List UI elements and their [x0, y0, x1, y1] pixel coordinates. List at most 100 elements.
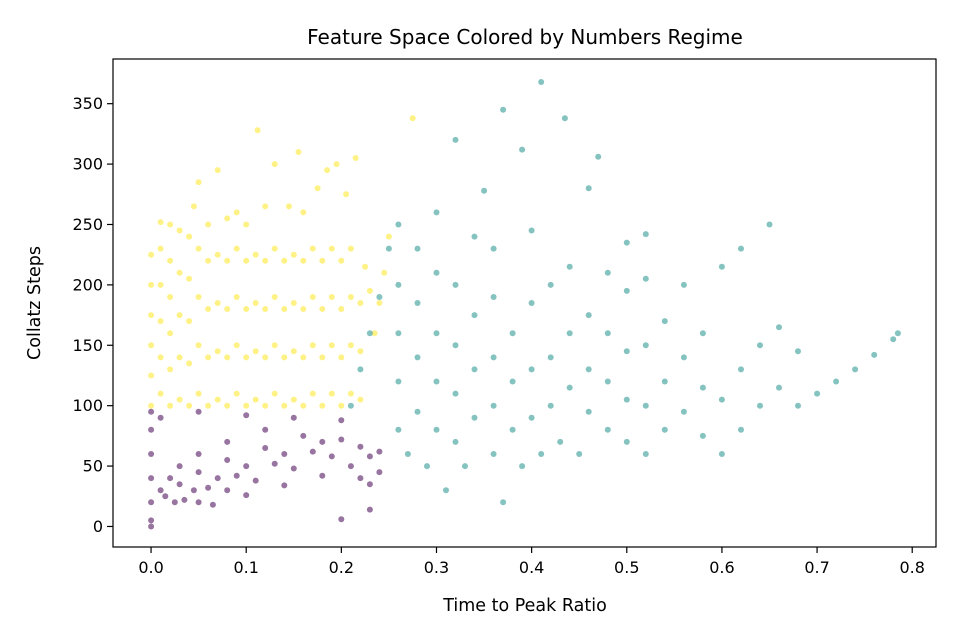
data-point: [347, 390, 354, 397]
data-point: [243, 412, 250, 419]
x-tick-label: 0.3: [424, 558, 449, 577]
data-point: [757, 402, 763, 409]
data-point: [176, 312, 183, 319]
data-point: [214, 167, 221, 174]
data-point: [157, 414, 164, 421]
data-point: [314, 185, 321, 192]
data-point: [224, 354, 231, 361]
data-point: [214, 396, 221, 403]
data-point: [547, 402, 554, 409]
data-point: [585, 408, 592, 415]
data-point: [148, 342, 155, 349]
data-point: [214, 348, 221, 355]
data-point: [295, 149, 302, 155]
data-point: [471, 366, 478, 373]
data-point: [433, 426, 440, 433]
data-point: [395, 426, 402, 433]
data-point: [148, 408, 155, 415]
data-point: [290, 414, 297, 421]
data-point: [347, 342, 354, 349]
data-point: [205, 306, 212, 312]
data-point: [642, 402, 649, 409]
data-point: [395, 221, 402, 228]
data-point: [604, 269, 611, 276]
data-point: [162, 493, 169, 500]
data-point: [224, 257, 231, 264]
data-point: [366, 287, 373, 294]
y-tick-label: 100: [72, 396, 103, 415]
data-point: [557, 438, 564, 445]
data-point: [148, 475, 155, 482]
data-point: [309, 342, 316, 349]
data-point: [243, 402, 250, 409]
data-point: [167, 221, 174, 228]
data-point: [528, 227, 535, 234]
y-tick-label: 0: [93, 517, 103, 536]
data-point: [271, 460, 278, 467]
data-point: [157, 318, 164, 325]
data-point: [167, 475, 174, 482]
data-point: [157, 354, 164, 361]
data-point: [233, 390, 240, 397]
x-axis-label: Time to Peak Ratio: [442, 596, 607, 616]
data-point: [409, 115, 416, 122]
data-point: [290, 300, 297, 306]
x-tick-label: 0.6: [709, 558, 734, 577]
data-point: [224, 438, 231, 445]
data-point: [243, 306, 250, 312]
data-point: [319, 354, 326, 361]
data-point: [699, 330, 706, 337]
data-point: [328, 245, 335, 252]
data-point: [604, 330, 611, 337]
data-point: [471, 312, 478, 319]
data-point: [585, 366, 592, 373]
data-point: [224, 402, 231, 409]
data-point: [148, 426, 155, 433]
data-point: [347, 463, 354, 470]
data-point: [757, 342, 763, 349]
data-point: [357, 300, 364, 306]
data-point: [148, 499, 155, 506]
x-axis: 0.0 0.1 0.2 0.3 0.4 0.5 0.6 0.7 0.8: [138, 547, 925, 577]
data-point: [528, 300, 535, 306]
data-point: [290, 251, 297, 258]
data-point: [481, 187, 488, 194]
data-point: [509, 378, 516, 385]
data-point: [148, 451, 155, 457]
data-point: [176, 481, 183, 488]
data-point: [395, 330, 402, 337]
data-point: [319, 402, 326, 409]
data-point: [414, 245, 421, 252]
data-point: [338, 402, 345, 409]
data-point: [243, 221, 250, 228]
data-point: [871, 351, 878, 358]
data-point: [433, 269, 440, 276]
data-point: [148, 281, 155, 288]
data-point: [271, 342, 278, 349]
data-point: [738, 366, 744, 373]
data-point: [357, 348, 364, 355]
data-point: [290, 396, 297, 403]
data-point: [538, 451, 545, 457]
data-point: [252, 348, 259, 355]
data-point: [205, 221, 212, 228]
data-point: [176, 396, 183, 403]
data-point: [205, 402, 212, 409]
data-point: [661, 318, 668, 325]
data-point: [176, 354, 183, 361]
data-point: [404, 451, 411, 457]
data-point: [262, 445, 269, 451]
y-axis-label: Collatz Steps: [25, 246, 45, 360]
data-point: [148, 312, 155, 319]
data-point: [157, 390, 164, 397]
data-point: [262, 402, 269, 409]
data-point: [366, 481, 373, 488]
data-point: [186, 402, 193, 409]
data-point: [319, 438, 326, 445]
data-point: [195, 499, 202, 506]
data-point: [195, 294, 202, 300]
data-point: [300, 402, 307, 409]
data-point: [243, 257, 250, 264]
data-point: [148, 372, 155, 379]
